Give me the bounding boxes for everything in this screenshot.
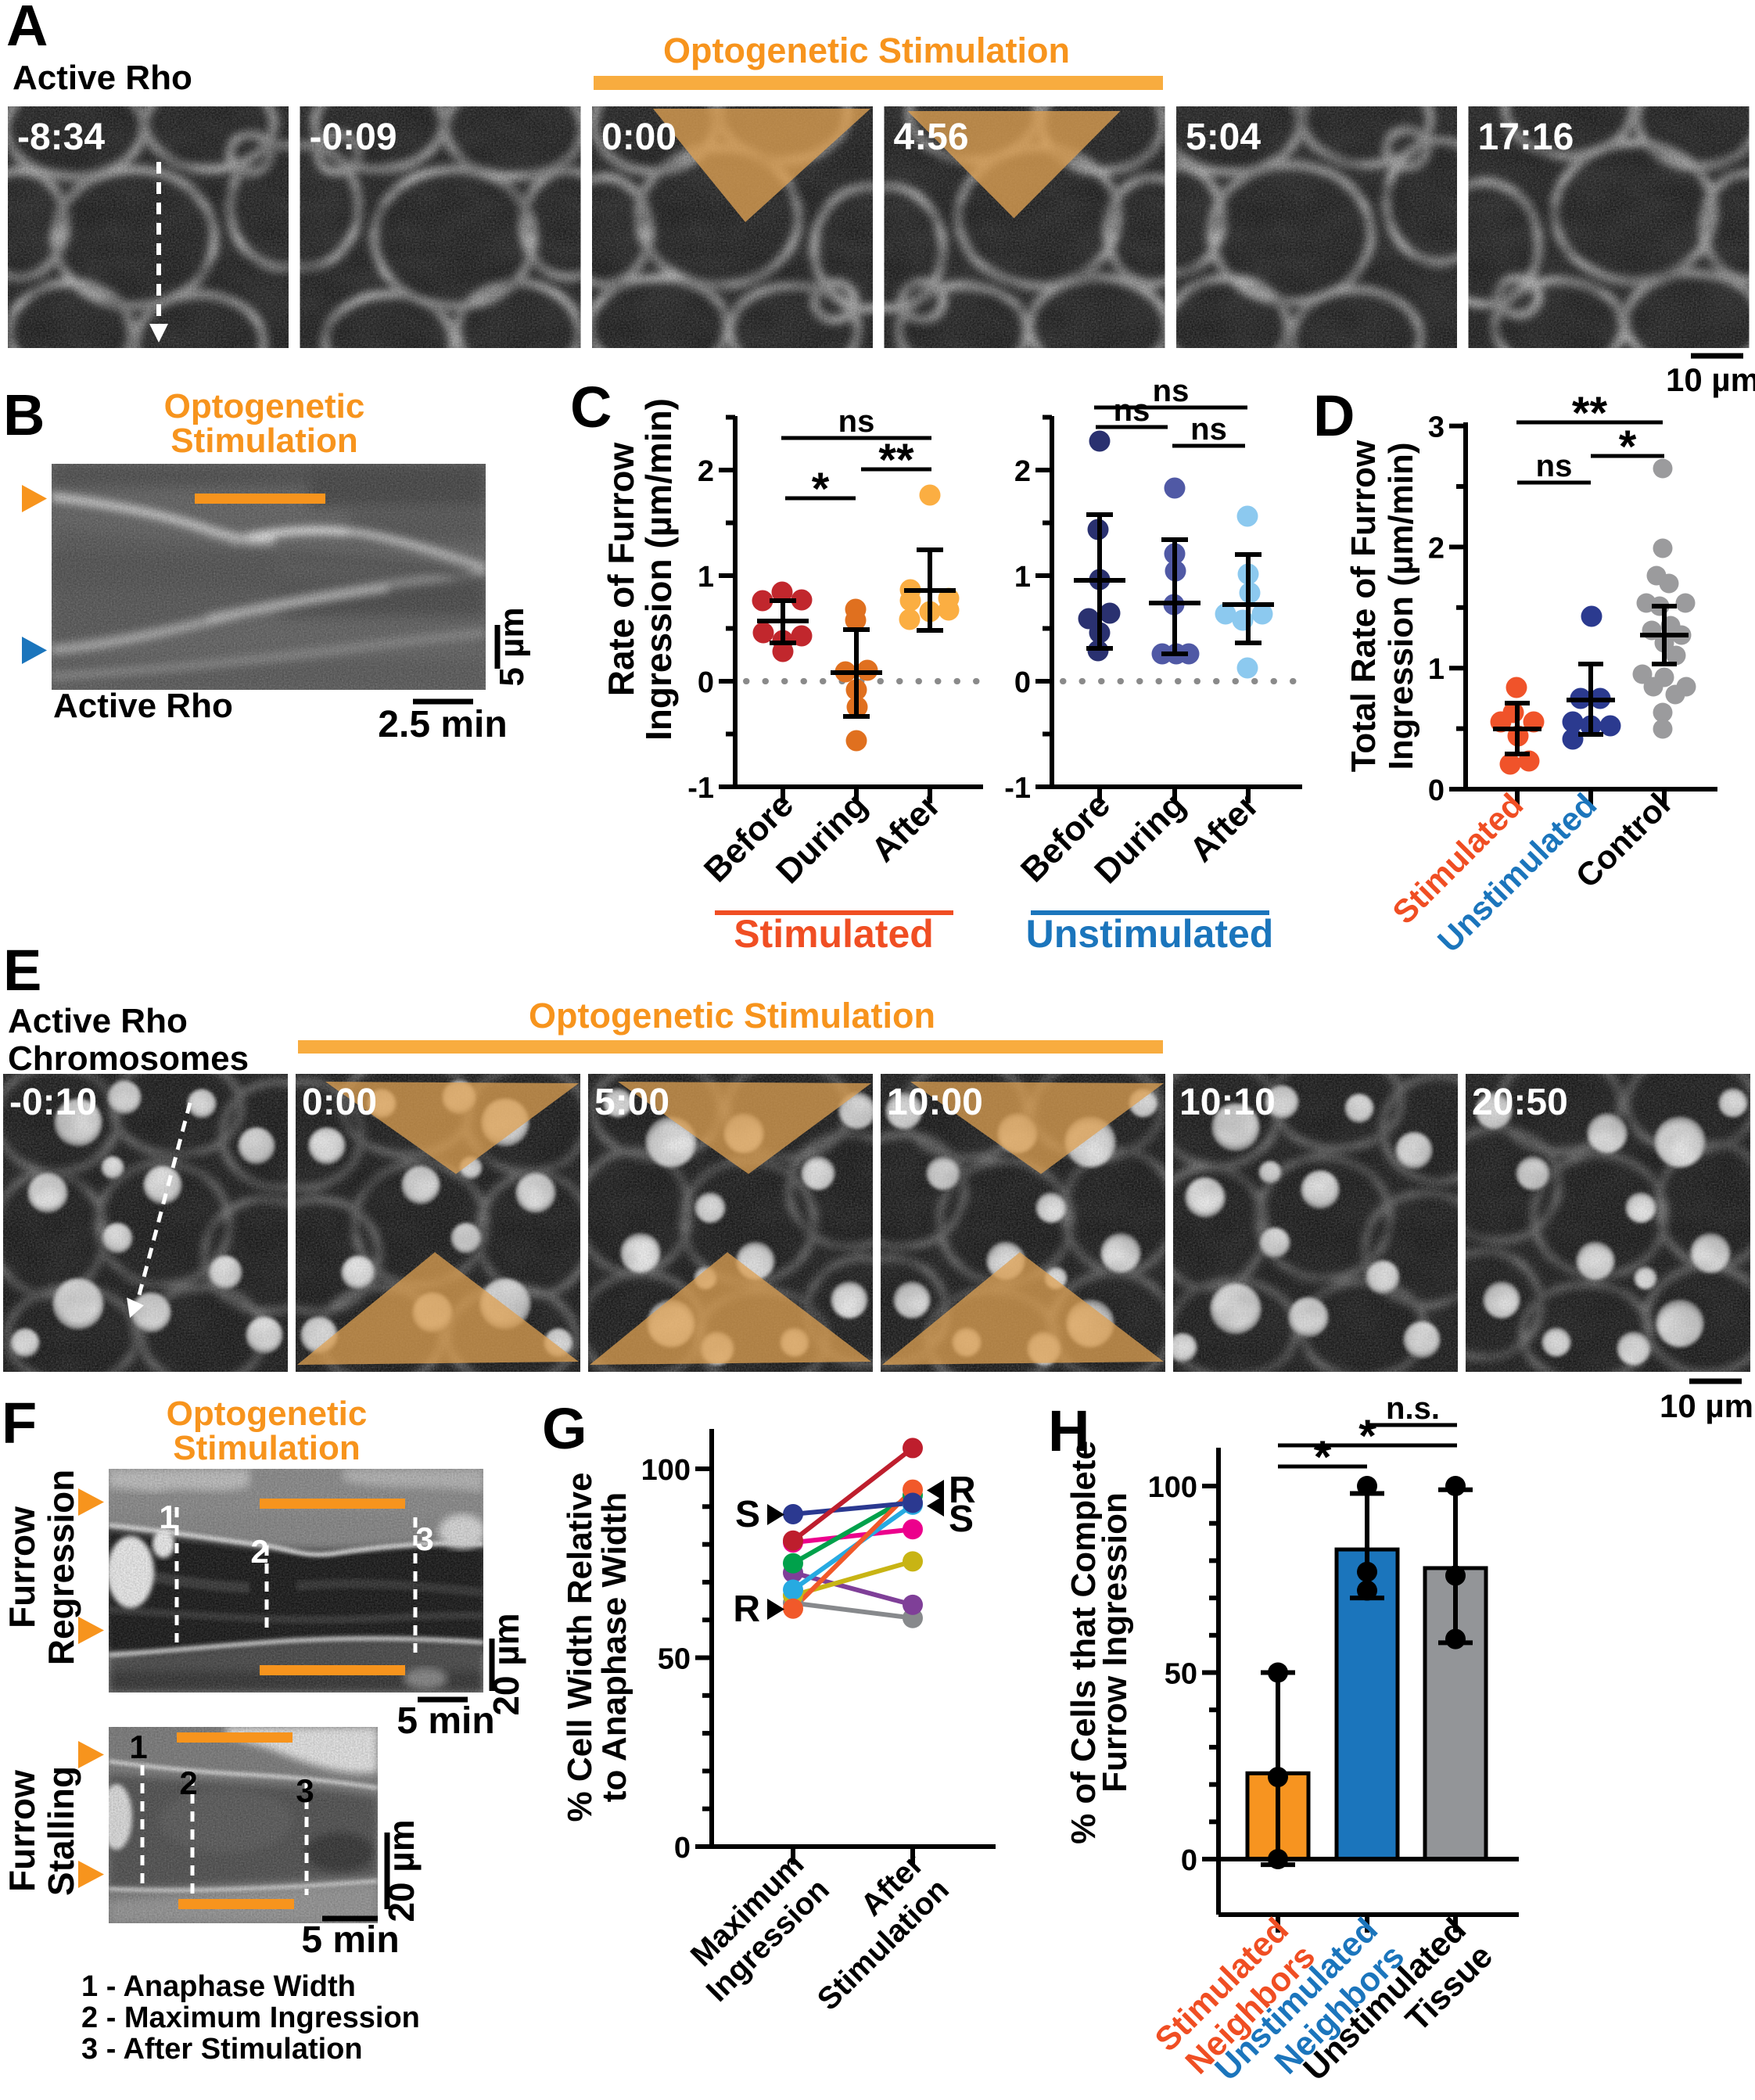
svg-text:2: 2	[179, 1764, 197, 1801]
svg-text:2: 2	[1428, 532, 1445, 565]
svg-text:B: B	[3, 382, 45, 447]
svg-text:10:10: 10:10	[1179, 1082, 1276, 1123]
svg-text:10:00: 10:00	[887, 1082, 983, 1123]
svg-text:Optogenetic: Optogenetic	[167, 1395, 368, 1433]
svg-text:**: **	[878, 435, 914, 486]
svg-text:0:00: 0:00	[302, 1082, 377, 1123]
svg-text:Optogenetic Stimulation: Optogenetic Stimulation	[529, 996, 935, 1036]
svg-text:H: H	[1048, 1398, 1089, 1463]
svg-text:-1: -1	[687, 772, 714, 805]
svg-text:5 min: 5 min	[301, 1919, 399, 1961]
svg-text:5:00: 5:00	[594, 1082, 669, 1123]
svg-text:ns: ns	[1536, 449, 1573, 483]
svg-text:3: 3	[296, 1772, 314, 1809]
svg-text:1 - Anaphase Width: 1 - Anaphase Width	[81, 1970, 356, 2003]
svg-text:1: 1	[159, 1499, 177, 1535]
svg-text:0: 0	[1014, 666, 1031, 699]
svg-text:100: 100	[1148, 1471, 1197, 1504]
svg-text:ns: ns	[838, 404, 875, 439]
svg-text:0: 0	[698, 666, 714, 699]
svg-text:ns: ns	[1153, 374, 1190, 408]
svg-text:10 µm: 10 µm	[1666, 361, 1755, 398]
svg-text:-0:09: -0:09	[310, 117, 397, 158]
svg-text:Stimulated: Stimulated	[734, 912, 934, 956]
svg-text:1: 1	[1014, 561, 1031, 594]
svg-text:Rate of Furrow: Rate of Furrow	[601, 443, 641, 697]
svg-text:Stimulation: Stimulation	[170, 422, 358, 460]
svg-text:C: C	[570, 375, 612, 440]
svg-text:1: 1	[698, 561, 714, 594]
svg-text:*: *	[1619, 422, 1637, 472]
svg-text:50: 50	[1165, 1658, 1197, 1691]
svg-text:n.s.: n.s.	[1386, 1391, 1440, 1426]
svg-text:Stalling: Stalling	[41, 1766, 81, 1896]
svg-text:ns: ns	[1114, 393, 1150, 428]
svg-text:100: 100	[641, 1454, 691, 1487]
svg-text:Total Rate of Furrow: Total Rate of Furrow	[1344, 440, 1383, 772]
svg-text:R: R	[733, 1588, 760, 1630]
svg-text:3: 3	[1428, 411, 1445, 444]
svg-text:3: 3	[415, 1520, 433, 1557]
svg-text:1: 1	[129, 1728, 147, 1765]
svg-text:0: 0	[1428, 774, 1445, 807]
svg-text:-8:34: -8:34	[17, 117, 105, 158]
svg-text:E: E	[3, 938, 41, 1003]
svg-text:S: S	[949, 1499, 974, 1540]
svg-text:Stimulation: Stimulation	[173, 1429, 361, 1467]
svg-text:*: *	[812, 464, 830, 515]
svg-text:% of Cells that Complete: % of Cells that Complete	[1064, 1441, 1103, 1844]
svg-text:ns: ns	[1190, 412, 1227, 447]
svg-text:to Anaphase Width: to Anaphase Width	[595, 1492, 633, 1802]
svg-text:20 µm: 20 µm	[381, 1819, 422, 1922]
svg-text:*: *	[1314, 1432, 1332, 1483]
svg-text:**: **	[1572, 388, 1608, 439]
svg-text:Optogenetic Stimulation: Optogenetic Stimulation	[663, 31, 1070, 70]
svg-text:Unstimulated: Unstimulated	[1026, 912, 1274, 956]
svg-text:Active Rho: Active Rho	[53, 687, 233, 725]
svg-text:2: 2	[250, 1533, 268, 1570]
svg-text:Optogenetic: Optogenetic	[164, 387, 365, 425]
svg-text:Chromosomes: Chromosomes	[8, 1039, 249, 1078]
svg-text:R: R	[949, 1470, 976, 1511]
svg-text:F: F	[2, 1391, 37, 1456]
svg-text:G: G	[542, 1396, 587, 1461]
svg-text:50: 50	[658, 1643, 691, 1676]
svg-text:Regression: Regression	[41, 1470, 81, 1666]
svg-text:Ingression (µm/min): Ingression (µm/min)	[1382, 443, 1420, 770]
svg-text:Furrow: Furrow	[2, 1506, 42, 1628]
svg-text:0:00: 0:00	[601, 117, 677, 158]
svg-text:Active Rho: Active Rho	[8, 1002, 188, 1040]
svg-text:Furrow Ingression: Furrow Ingression	[1096, 1492, 1134, 1793]
svg-text:Furrow: Furrow	[2, 1770, 42, 1892]
svg-text:17:16: 17:16	[1478, 117, 1574, 158]
svg-text:1: 1	[1428, 653, 1445, 686]
svg-text:4:56: 4:56	[894, 117, 969, 158]
svg-text:5:04: 5:04	[1186, 117, 1261, 158]
svg-text:20 µm: 20 µm	[486, 1613, 526, 1715]
svg-text:2: 2	[1014, 455, 1031, 488]
svg-text:20:50: 20:50	[1472, 1082, 1568, 1123]
svg-text:-1: -1	[1004, 772, 1031, 805]
svg-text:% Cell Width Relative: % Cell Width Relative	[561, 1472, 599, 1822]
svg-text:2 - Maximum Ingression: 2 - Maximum Ingression	[81, 2001, 420, 2034]
svg-text:D: D	[1313, 383, 1355, 448]
svg-text:2: 2	[698, 455, 714, 488]
svg-text:*: *	[1358, 1411, 1376, 1462]
svg-text:Ingression (µm/min): Ingression (µm/min)	[638, 398, 679, 741]
svg-text:-0:10: -0:10	[9, 1082, 97, 1123]
svg-text:0: 0	[674, 1832, 691, 1865]
svg-text:Active Rho: Active Rho	[13, 59, 192, 97]
svg-text:S: S	[735, 1494, 760, 1535]
svg-text:5 µm: 5 µm	[493, 607, 531, 686]
svg-text:5 min: 5 min	[397, 1700, 494, 1742]
svg-text:0: 0	[1181, 1844, 1197, 1877]
svg-text:3 - After Stimulation: 3 - After Stimulation	[81, 2033, 363, 2066]
svg-text:2.5 min: 2.5 min	[378, 704, 507, 745]
svg-text:A: A	[6, 0, 48, 58]
svg-text:10 µm: 10 µm	[1660, 1387, 1753, 1424]
